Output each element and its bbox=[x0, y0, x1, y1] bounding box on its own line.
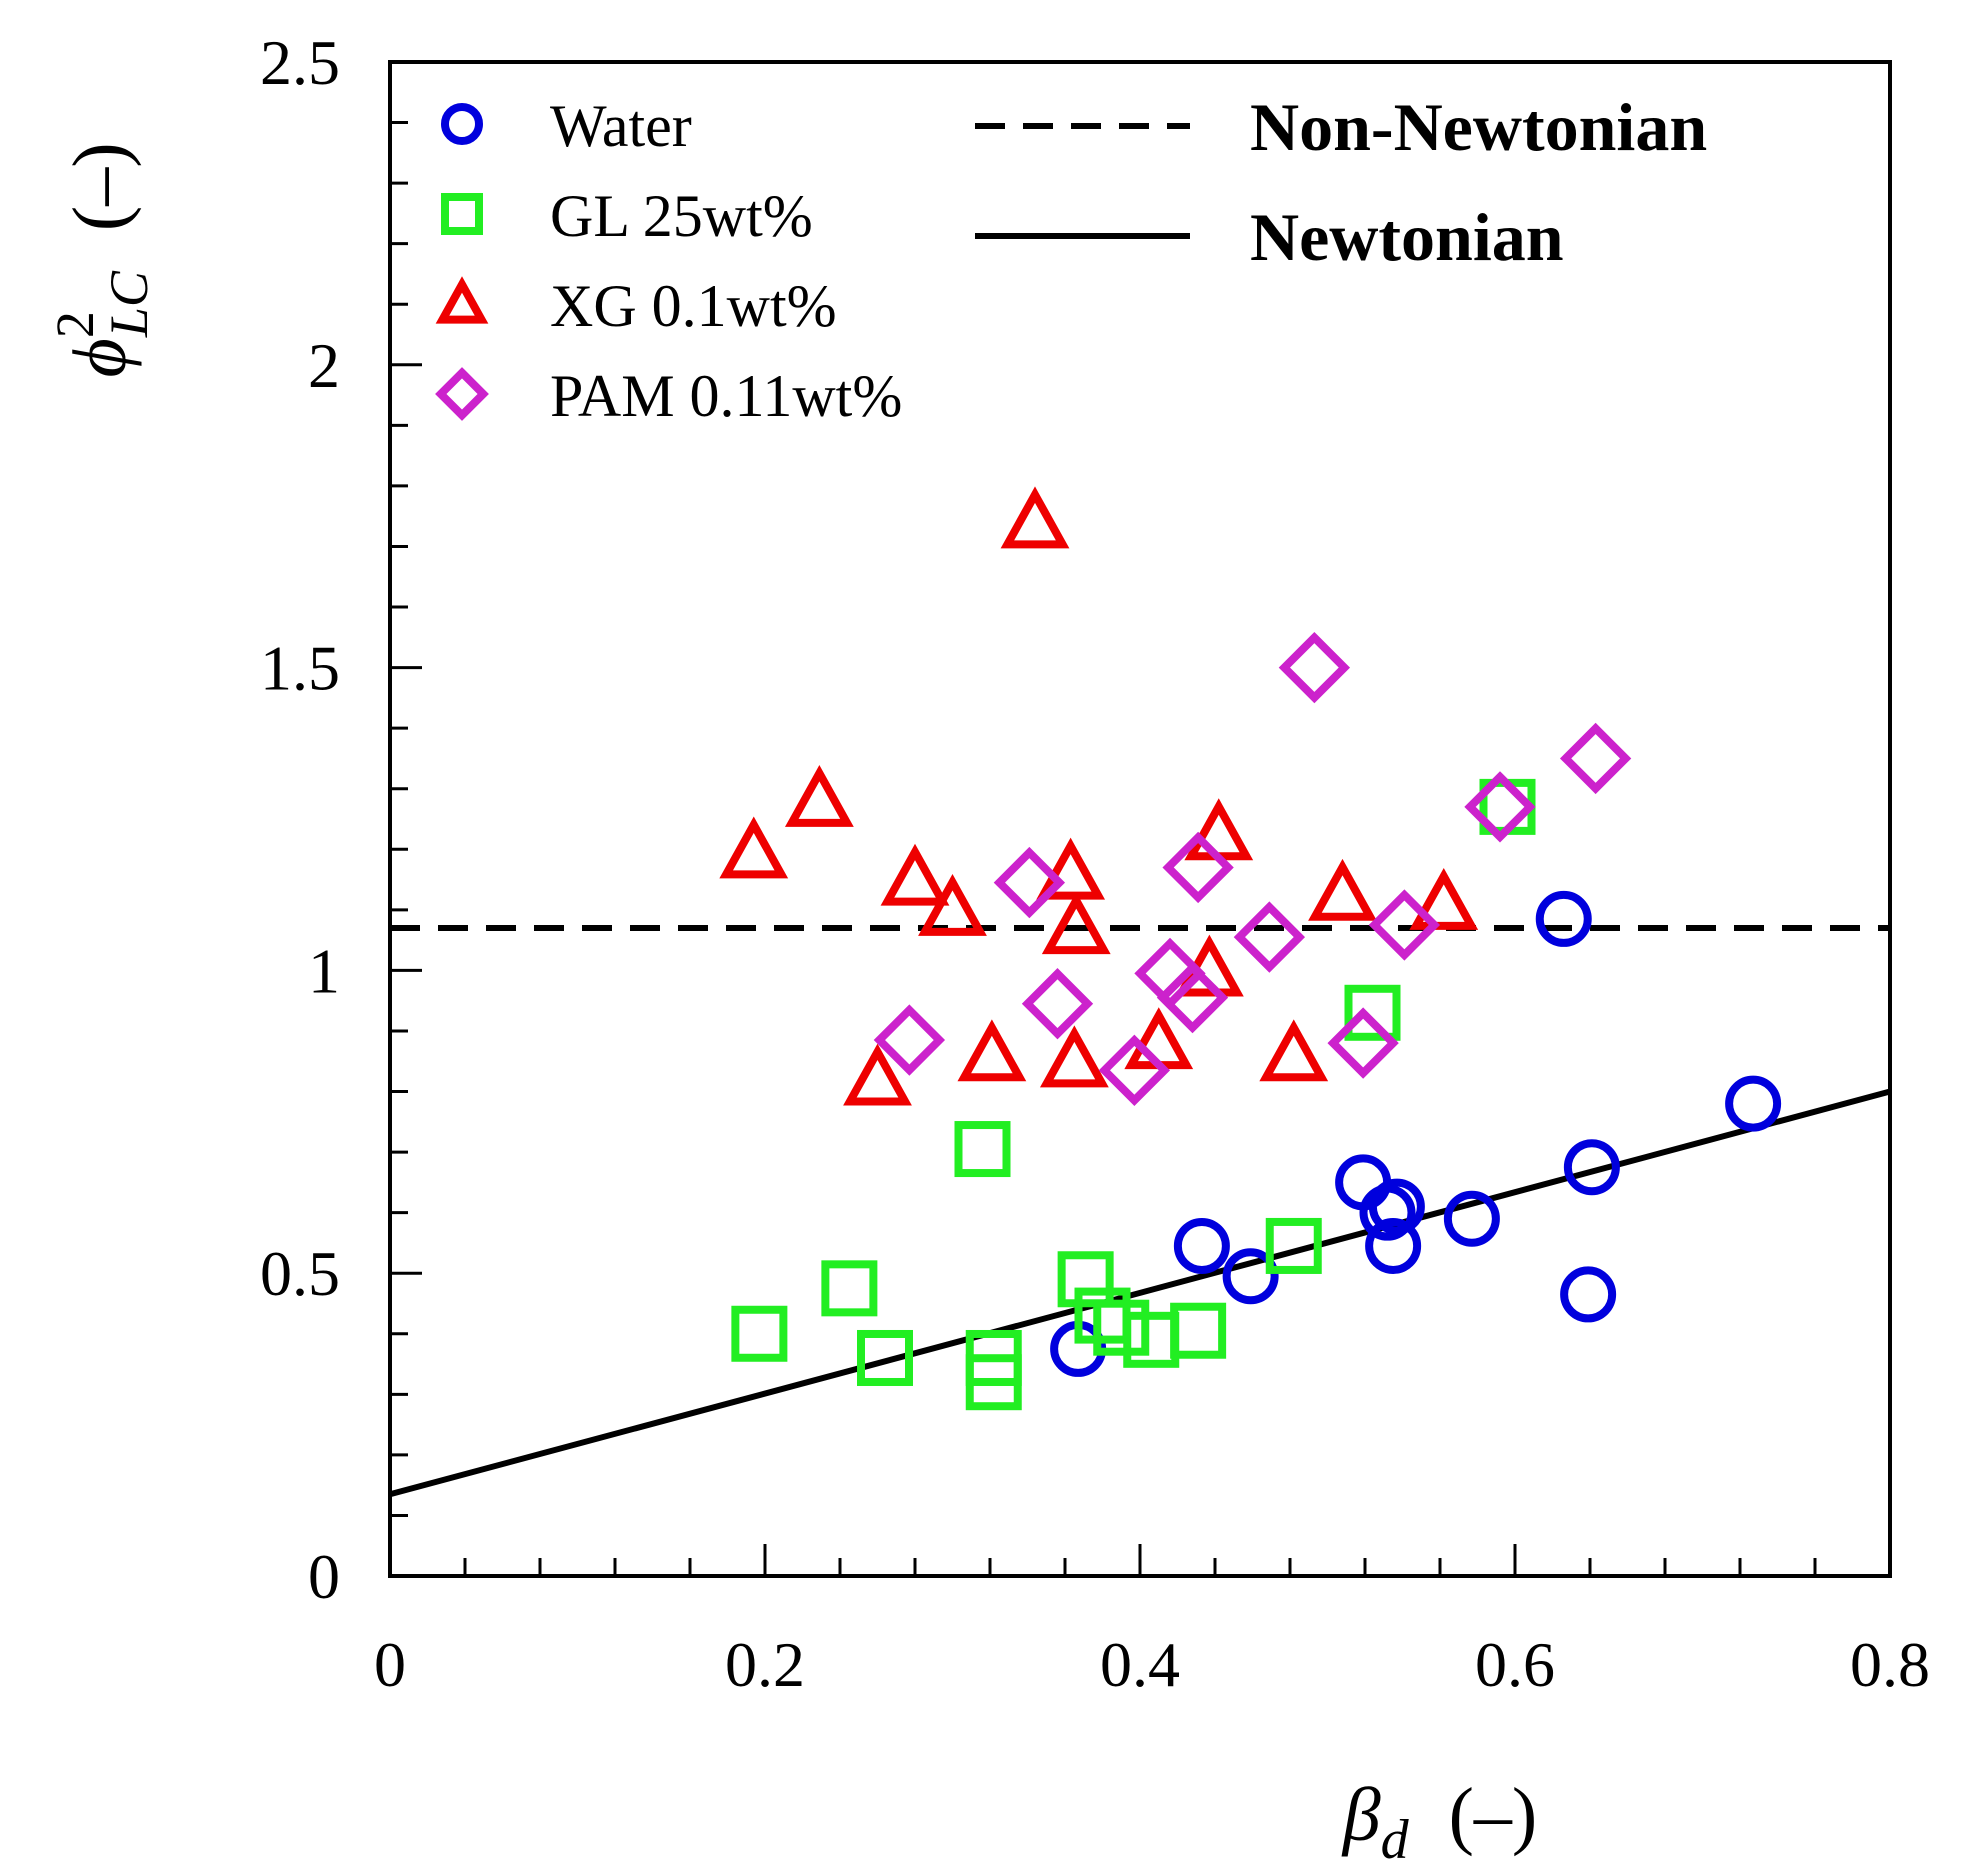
point-pam-0-11wt bbox=[1162, 831, 1234, 904]
x-axis-unit: (–) bbox=[1449, 1773, 1538, 1857]
legend-label-xg-0-1wt: XG 0.1wt% bbox=[550, 273, 837, 339]
point-pam-0-11wt bbox=[1559, 722, 1632, 795]
svg-text:βd(–): βd (–) bbox=[1341, 1773, 1537, 1870]
legend-marker-xg-0-1wt bbox=[435, 276, 489, 324]
point-gl-25wt bbox=[954, 1121, 1011, 1178]
point-pam-0-11wt bbox=[1327, 1007, 1399, 1079]
y-axis-symbol: ϕ bbox=[58, 338, 142, 377]
x-axis-subscript: d bbox=[1381, 1809, 1410, 1870]
svg-text:ϕ2LC(–): ϕ2LC (–) bbox=[45, 142, 159, 377]
x-tick-label: 0.4 bbox=[1100, 1629, 1180, 1700]
point-pam-0-11wt bbox=[1368, 889, 1441, 961]
legend: Water GL 25wt% XG 0.1wt% PAM 0.11wt% Non-New… bbox=[435, 89, 1707, 429]
point-pam-0-11wt bbox=[1278, 631, 1351, 704]
point-xg-0-1wt bbox=[1184, 798, 1254, 861]
point-gl-25wt bbox=[1344, 984, 1401, 1041]
point-xg-0-1wt bbox=[1039, 1025, 1109, 1088]
legend-label-pam-0-11wt: PAM 0.11wt% bbox=[550, 363, 902, 429]
point-xg-0-1wt bbox=[957, 1019, 1027, 1082]
point-water bbox=[1173, 1217, 1230, 1274]
axis-ticks: 0 0.2 0.4 0.6 0.8 0 0.5 1 1.5 2 2.5 bbox=[260, 27, 1930, 1700]
point-pam-0-11wt bbox=[1233, 901, 1306, 973]
x-tick-label: 0.8 bbox=[1850, 1629, 1930, 1700]
y-axis-label: ϕ2LC (–) bbox=[45, 142, 159, 377]
x-tick-label: 0.2 bbox=[725, 1629, 805, 1700]
point-gl-25wt bbox=[857, 1329, 913, 1386]
line-newtonian bbox=[389, 1088, 1891, 1498]
y-tick-label: 1 bbox=[308, 935, 340, 1006]
point-xg-0-1wt bbox=[843, 1043, 912, 1106]
y-tick-label: 1.5 bbox=[260, 633, 340, 704]
y-tick-label: 0.5 bbox=[260, 1238, 340, 1309]
legend-label-water: Water bbox=[550, 93, 692, 159]
point-xg-0-1wt bbox=[719, 816, 789, 879]
legend-marker-pam-0-11wt bbox=[435, 367, 489, 421]
point-xg-0-1wt bbox=[1409, 867, 1479, 930]
point-water bbox=[1560, 1266, 1617, 1323]
point-water bbox=[1365, 1217, 1422, 1274]
x-tick-label: 0.6 bbox=[1475, 1629, 1555, 1700]
point-gl-25wt bbox=[1123, 1311, 1180, 1368]
point-gl-25wt bbox=[1170, 1302, 1227, 1359]
x-axis-label: βd (–) bbox=[1341, 1773, 1537, 1870]
x-axis-symbol: β bbox=[1341, 1773, 1381, 1857]
point-xg-0-1wt bbox=[880, 843, 950, 906]
point-xg-0-1wt bbox=[918, 874, 987, 936]
point-xg-0-1wt bbox=[1308, 858, 1377, 921]
point-xg-0-1wt bbox=[1036, 837, 1106, 900]
y-axis-subscript: LC bbox=[99, 270, 159, 338]
point-pam-0-11wt bbox=[1021, 968, 1094, 1040]
point-gl-25wt bbox=[965, 1354, 1022, 1411]
y-axis-unit: (–) bbox=[58, 142, 142, 231]
point-gl-25wt bbox=[1093, 1299, 1150, 1356]
point-xg-0-1wt bbox=[1000, 486, 1070, 549]
data-points bbox=[719, 486, 1782, 1411]
x-tick-label: 0 bbox=[374, 1629, 406, 1700]
point-water bbox=[1443, 1190, 1500, 1247]
point-xg-0-1wt bbox=[1259, 1019, 1329, 1082]
y-tick-label: 2.5 bbox=[260, 27, 340, 98]
point-water bbox=[1563, 1139, 1620, 1196]
point-pam-0-11wt bbox=[1098, 1034, 1171, 1106]
point-gl-25wt bbox=[731, 1305, 788, 1362]
point-pam-0-11wt bbox=[873, 1004, 946, 1076]
legend-marker-water bbox=[441, 103, 483, 145]
point-water bbox=[1535, 890, 1592, 947]
legend-label-non-newtonian: Non-Newtonian bbox=[1250, 89, 1707, 165]
y-axis-superscript: 2 bbox=[45, 311, 105, 338]
reference-lines bbox=[389, 925, 1891, 1498]
point-xg-0-1wt bbox=[784, 764, 854, 827]
point-pam-0-11wt bbox=[1464, 771, 1536, 843]
point-water bbox=[1222, 1248, 1279, 1305]
point-gl-25wt bbox=[1057, 1251, 1114, 1308]
legend-marker-gl-25wt bbox=[441, 193, 483, 235]
point-xg-0-1wt bbox=[1041, 892, 1111, 955]
legend-label-gl-25wt: GL 25wt% bbox=[550, 183, 813, 249]
point-water bbox=[1368, 1178, 1425, 1235]
point-pam-0-11wt bbox=[993, 846, 1066, 919]
y-tick-label: 2 bbox=[308, 330, 340, 401]
legend-label-newtonian: Newtonian bbox=[1250, 199, 1564, 275]
y-tick-label: 0 bbox=[308, 1541, 340, 1612]
point-gl-25wt bbox=[821, 1260, 878, 1317]
point-pam-0-11wt bbox=[1156, 961, 1229, 1034]
point-water bbox=[1725, 1075, 1782, 1132]
point-gl-25wt bbox=[1265, 1217, 1322, 1274]
